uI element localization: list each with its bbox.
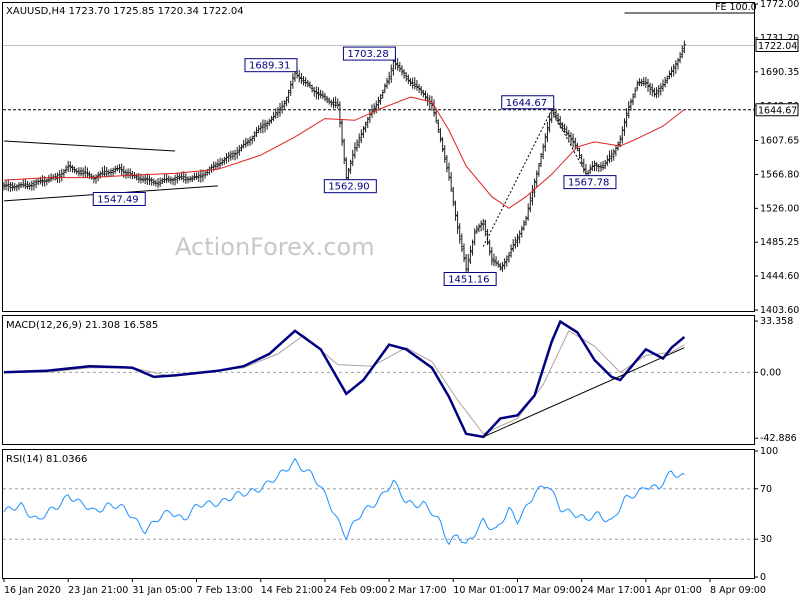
rsi-panel-frame [2, 449, 755, 579]
y-tick-label: 1607.65 [760, 136, 799, 147]
price-annotation-label: 1562.90 [328, 182, 369, 193]
x-tick-label: 23 Jan 21:00 [68, 585, 128, 596]
x-tick-label: 24 Mar 17:00 [582, 585, 645, 596]
level-price-tag: 1644.67 [758, 105, 797, 116]
y-tick-label: 1485.25 [760, 237, 799, 248]
price-annotation-label: 1689.31 [249, 61, 290, 72]
macd-y-tick-label: -42.886 [760, 433, 797, 444]
price-annotation-box [92, 191, 146, 206]
moving-average-line [3, 96, 685, 209]
price-annotation-label: 1547.49 [97, 194, 138, 205]
y-tick-label: 1444.60 [760, 271, 799, 282]
x-tick-label: 8 Apr 09:00 [710, 585, 766, 596]
rsi-y-tick-label: 0 [760, 572, 766, 583]
macd-trendline [483, 347, 685, 438]
macd-panel-frame [2, 315, 755, 445]
x-tick-label: 14 Feb 21:00 [261, 585, 323, 596]
x-tick-label: 1 Apr 01:00 [646, 585, 702, 596]
x-tick-label: 2 Mar 17:00 [389, 585, 446, 596]
x-tick-label: 7 Feb 13:00 [197, 585, 253, 596]
x-tick-label: 31 Jan 05:00 [132, 585, 192, 596]
price-annotation-label: 1567.78 [568, 178, 609, 189]
macd-y-tick-label: 0.00 [760, 367, 781, 378]
x-tick-label: 10 Mar 01:00 [453, 585, 516, 596]
x-tick-label: 16 Jan 2020 [4, 585, 61, 596]
last-price-tag: 1722.04 [758, 41, 797, 52]
price-annotation-box [501, 95, 555, 110]
rsi-y-tick-label: 30 [760, 534, 772, 545]
y-tick-label: 1566.80 [760, 169, 799, 180]
triangle-upper-line [3, 140, 176, 152]
price-annotation-label: 1644.67 [506, 98, 547, 109]
macd-panel-title: MACD(12,26,9) 21.308 16.585 [6, 320, 158, 331]
price-panel-title: XAUUSD,H4 1723.70 1725.85 1720.34 1722.0… [6, 6, 244, 17]
rsi-chart: 100 70 30 0 [3, 446, 778, 583]
level-price-tag-box [755, 103, 799, 117]
macd-y-tick-label: 33.358 [760, 316, 793, 327]
macd-signal-line [4, 330, 685, 435]
y-tick-label: 1772.00 [760, 0, 799, 10]
fe-projection-label: FE 100.0 [715, 2, 757, 13]
last-price-tag-box [755, 38, 799, 52]
y-tick-label: 1403.60 [760, 305, 799, 316]
price-annotation-label: 1451.16 [448, 274, 489, 285]
x-tick-label: 17 Mar 09:00 [517, 585, 580, 596]
x-axis: 16 Jan 2020 23 Jan 21:00 31 Jan 05:00 7 Feb… [3, 578, 766, 596]
fibonacci-projection-line [482, 108, 587, 247]
price-annotation-box [443, 271, 497, 286]
price-annotation-box [244, 58, 298, 73]
rsi-line [3, 457, 685, 546]
price-annotation-box [342, 46, 396, 61]
rsi-y-tick-label: 100 [760, 446, 778, 457]
price-annotation-box [323, 179, 377, 194]
y-tick-label: 1526.00 [760, 203, 799, 214]
price-chart: 1772.001731.201690.351649.501607.651566.… [2, 0, 799, 316]
y-tick-label: 1731.20 [760, 33, 799, 44]
macd-chart: 33.358 0.00 -42.886 [3, 316, 797, 444]
y-tick-label: 1690.35 [760, 67, 799, 78]
price-panel-frame [2, 2, 755, 312]
price-annotation-box [563, 175, 617, 190]
rsi-y-tick-label: 70 [760, 484, 772, 495]
watermark: ActionForex.com [175, 233, 375, 261]
x-tick-label: 24 Feb 09:00 [325, 585, 387, 596]
rsi-panel-title: RSI(14) 81.0366 [6, 454, 87, 465]
macd-main-line [3, 319, 686, 439]
price-annotation-label: 1703.28 [347, 49, 388, 60]
